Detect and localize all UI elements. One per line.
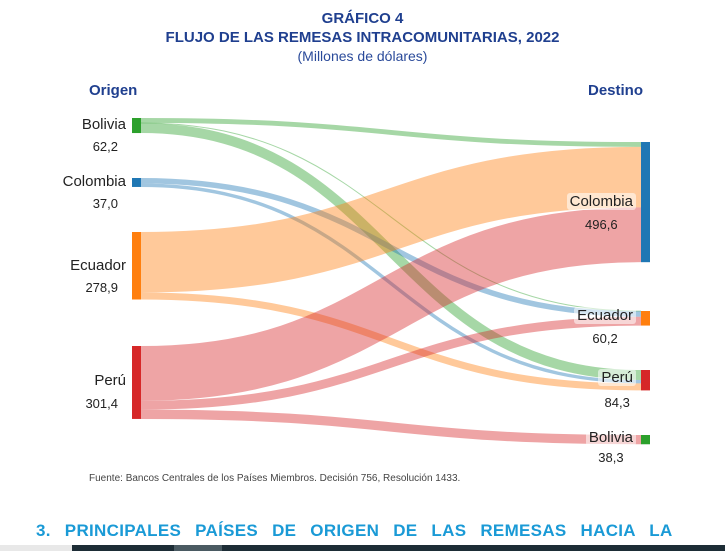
target-value: 38,3: [598, 450, 624, 465]
source-value: 278,9: [85, 280, 118, 295]
source-node-ecuador: [132, 232, 141, 300]
link-bolivia-to-ecuador: [140, 122, 642, 312]
link-ecuador-to-peru: [140, 292, 642, 391]
destination-header: Destino: [588, 82, 644, 99]
chart-units: (Millones de dólares): [297, 48, 428, 64]
target-label: Perú: [598, 369, 636, 386]
source-node-colombia: [132, 178, 141, 187]
source-label: Perú: [94, 372, 126, 389]
target-node-peru: [641, 370, 650, 391]
origin-header: Origen: [89, 82, 138, 99]
link-peru-to-ecuador: [140, 316, 642, 410]
link-colombia-to-peru: [140, 183, 642, 384]
source-node-bolivia: [132, 118, 141, 134]
source-label: Bolivia: [81, 116, 126, 133]
section-heading: 3. PRINCIPALES PAÍSES DE ORIGEN DE LAS R…: [36, 521, 673, 540]
chart-number: GRÁFICO 4: [321, 10, 404, 27]
source-value: 62,2: [92, 139, 118, 154]
link-bolivia-to-colombia: [140, 118, 642, 147]
target-label: Bolivia: [585, 429, 636, 446]
target-value: 60,2: [592, 331, 618, 346]
target-node-colombia: [641, 142, 650, 263]
link-peru-to-bolivia: [140, 409, 642, 445]
target-node-ecuador: [641, 311, 650, 326]
target-label: Colombia: [566, 193, 636, 210]
source-node-peru: [132, 346, 141, 419]
bottom-toolbar-strip: [0, 545, 725, 551]
target-node-bolivia: [641, 435, 650, 445]
target-label: Ecuador: [574, 307, 636, 324]
link-peru-to-colombia: [140, 207, 642, 401]
source-label: Colombia: [62, 173, 126, 190]
chart-title: FLUJO DE LAS REMESAS INTRACOMUNITARIAS, …: [165, 29, 560, 46]
source-value: 301,4: [85, 396, 118, 411]
source-note: Fuente: Bancos Centrales de los Países M…: [89, 473, 461, 484]
target-value: 496,6: [585, 217, 618, 232]
link-ecuador-to-colombia: [140, 146, 642, 293]
source-value: 37,0: [92, 196, 118, 211]
link-bolivia-to-peru: [140, 123, 642, 380]
source-label: Ecuador: [70, 257, 126, 274]
target-value: 84,3: [604, 395, 630, 410]
link-colombia-to-ecuador: [140, 178, 642, 317]
